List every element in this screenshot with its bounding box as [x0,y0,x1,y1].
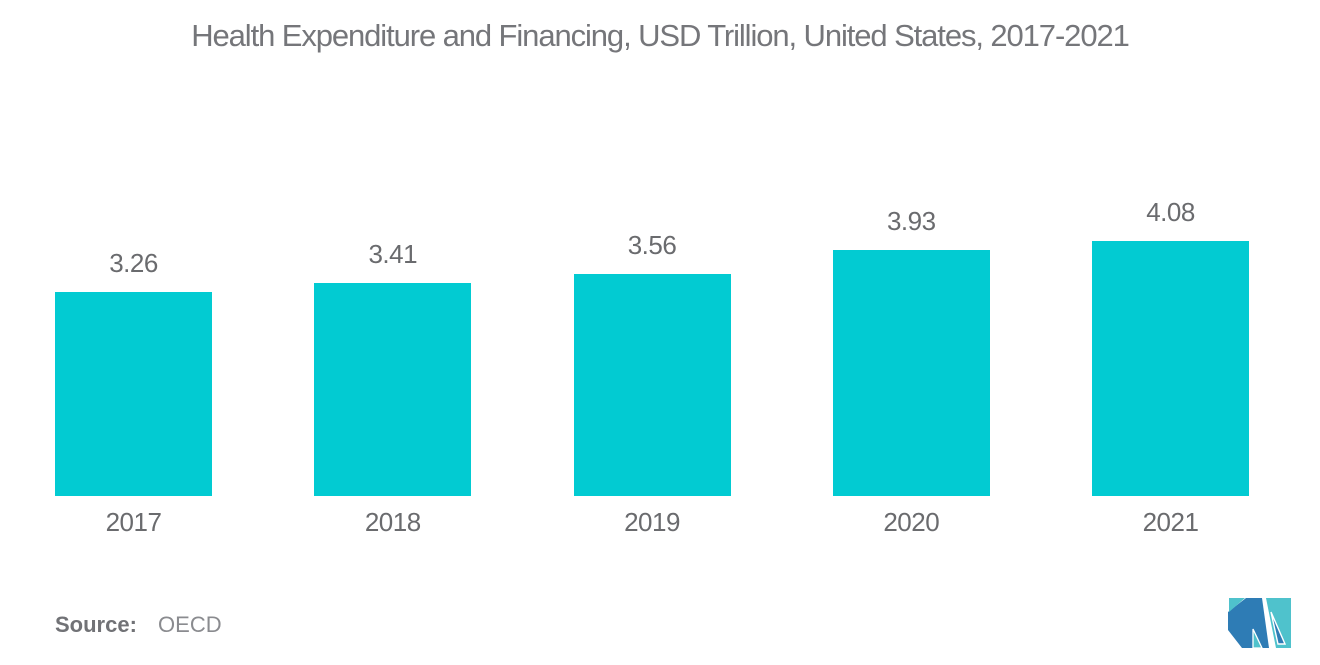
source-value: OECD [158,612,222,637]
bar [1092,241,1249,496]
bar-year-label: 2020 [883,507,940,537]
bar-year-label: 2018 [364,507,421,537]
bar-year-label: 2019 [624,507,680,537]
logo-right-bar [1266,598,1291,648]
bar-value-label: 3.56 [627,229,677,260]
chart-title: Health Expenditure and Financing, USD Tr… [191,18,1130,53]
logo-main-diagonal-stroke [1228,598,1269,648]
bar [314,282,472,496]
bar-value-label: 4.08 [1146,197,1195,227]
mordor-intelligence-logo [1228,598,1291,648]
bar-year-label: 2021 [1142,507,1199,537]
logo-right-triangle [1270,611,1287,645]
logo-topleft-triangle [1229,598,1245,612]
source-row: Source: OECD [55,611,222,638]
bar-value-label: 3.26 [109,248,158,279]
bar-value-label: 3.41 [368,238,418,269]
bar-year-label: 2017 [105,507,162,537]
logo-mid-triangle [1252,628,1263,648]
bar [832,250,990,496]
source-label: Source: [55,612,137,637]
bar [573,273,731,496]
bar [55,292,212,496]
bar-value-label: 3.93 [886,206,936,237]
